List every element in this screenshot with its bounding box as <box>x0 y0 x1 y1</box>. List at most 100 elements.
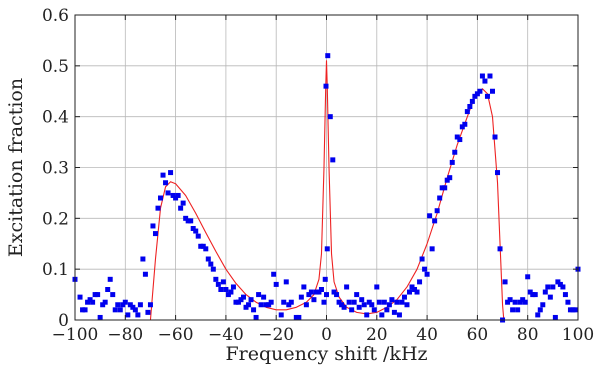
data-point <box>537 307 543 313</box>
data-point <box>412 287 418 292</box>
data-point <box>322 276 328 282</box>
data-point <box>228 289 234 295</box>
y-tick-label: 0 <box>58 311 69 331</box>
x-tick-label: 100 <box>562 325 594 345</box>
y-tick-label: 0.5 <box>42 57 69 77</box>
data-point <box>472 93 478 99</box>
data-point <box>404 302 410 308</box>
data-point <box>213 276 219 282</box>
y-tick-label: 0.1 <box>42 260 69 280</box>
data-point <box>313 289 319 295</box>
data-point <box>173 195 179 201</box>
data-point <box>522 299 528 305</box>
data-point <box>155 205 161 211</box>
data-point <box>356 304 362 310</box>
data-point <box>102 299 108 305</box>
data-point <box>230 284 236 290</box>
data-point <box>273 281 279 287</box>
data-point <box>325 53 331 59</box>
data-point <box>205 256 211 262</box>
data-point <box>293 314 299 320</box>
data-point <box>92 292 98 298</box>
data-point-layer <box>72 53 581 323</box>
data-point <box>376 299 382 305</box>
data-point <box>384 307 390 313</box>
data-point <box>152 231 158 237</box>
data-point <box>327 114 333 120</box>
data-point <box>200 243 206 249</box>
data-point <box>90 299 96 305</box>
data-point <box>311 297 317 303</box>
data-point <box>381 299 387 305</box>
data-point <box>570 307 576 313</box>
data-point <box>424 271 430 277</box>
data-point <box>409 284 415 290</box>
data-point <box>117 307 123 313</box>
data-point <box>399 299 405 305</box>
x-tick-label: 0 <box>321 325 332 345</box>
data-point <box>414 289 420 295</box>
y-tick-labels: 0 0.1 0.2 0.3 0.4 0.5 0.6 <box>42 6 69 331</box>
data-point <box>225 292 231 298</box>
data-point <box>198 243 204 249</box>
data-point <box>142 271 148 277</box>
data-point <box>542 289 548 295</box>
data-point <box>190 226 196 231</box>
data-point <box>389 297 395 303</box>
data-point <box>80 307 86 313</box>
data-point <box>495 170 501 176</box>
data-point <box>168 170 174 176</box>
data-point <box>77 294 83 300</box>
data-point <box>422 266 428 272</box>
data-point <box>87 297 93 303</box>
data-point <box>263 302 269 308</box>
data-point <box>391 309 397 315</box>
x-tick-label: −40 <box>208 325 244 345</box>
data-point <box>517 299 523 305</box>
data-point <box>220 279 226 285</box>
data-point <box>346 299 352 305</box>
data-point <box>429 246 435 252</box>
data-point <box>203 246 209 252</box>
data-point <box>552 314 558 320</box>
data-point <box>477 88 483 94</box>
data-point <box>170 192 176 198</box>
data-point <box>135 312 141 318</box>
data-point <box>371 307 377 313</box>
data-point <box>175 192 181 198</box>
data-point <box>178 205 184 211</box>
data-point <box>288 299 294 305</box>
data-point <box>497 246 503 252</box>
data-point <box>349 307 355 313</box>
data-point <box>243 304 249 310</box>
data-point <box>366 299 372 305</box>
data-point <box>283 279 289 285</box>
data-point <box>278 312 284 318</box>
data-point <box>215 281 221 287</box>
data-point <box>406 289 412 295</box>
data-point <box>467 104 473 109</box>
data-point <box>530 292 536 298</box>
data-point <box>427 213 433 219</box>
data-point <box>112 307 118 313</box>
data-point <box>525 274 531 280</box>
data-point <box>369 302 375 308</box>
data-point <box>379 312 385 318</box>
data-point <box>527 289 533 295</box>
data-point <box>540 302 546 308</box>
data-point <box>160 172 166 178</box>
y-tick-label: 0.6 <box>42 6 69 26</box>
data-point <box>474 91 480 97</box>
x-tick-label: 60 <box>467 325 489 345</box>
data-point <box>442 185 448 191</box>
data-point <box>268 299 274 305</box>
data-point <box>323 83 329 89</box>
data-point <box>125 312 131 318</box>
data-point <box>97 314 103 320</box>
data-point <box>324 292 329 298</box>
data-point <box>457 137 463 143</box>
data-point <box>321 299 327 305</box>
data-point <box>484 93 490 99</box>
data-point <box>354 292 360 298</box>
